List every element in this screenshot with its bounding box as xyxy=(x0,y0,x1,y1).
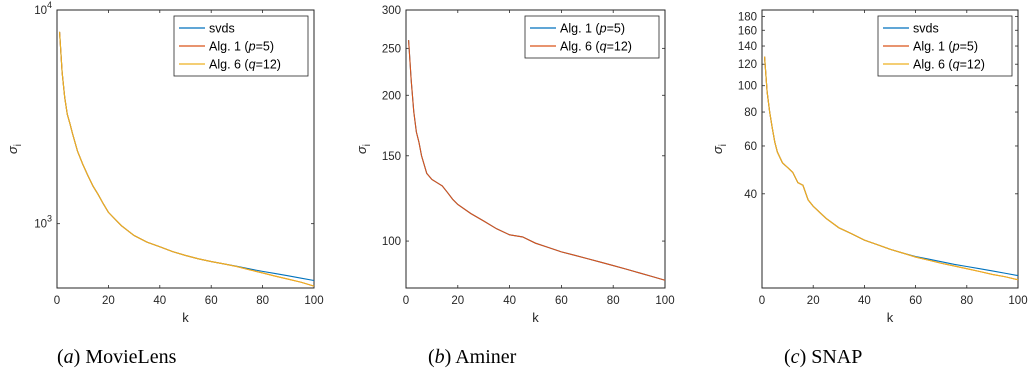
y-tick-label: 300 xyxy=(382,5,401,17)
legend-box xyxy=(524,15,660,59)
x-tick-label: 100 xyxy=(1008,295,1027,307)
x-tick-label: 100 xyxy=(655,295,674,307)
x-tick-label: 60 xyxy=(555,295,568,307)
x-tick-label: 60 xyxy=(205,295,218,307)
x-tick-label: 80 xyxy=(607,295,620,307)
y-tick-label: 150 xyxy=(382,151,401,163)
legend-label: Alg. 6 (q=12) xyxy=(560,40,632,54)
y-tick-label: 180 xyxy=(738,11,757,23)
legend-label: Alg. 1 (p=5) xyxy=(560,22,625,36)
plot-area-frame xyxy=(56,9,315,289)
x-tick-label: 100 xyxy=(304,295,323,307)
plot-area-frame xyxy=(761,9,1019,289)
y-axis-title: σi xyxy=(5,144,24,154)
panel-1: 0 20 40 60 80 100 103 104 k σi svds Alg. 1 (p=5) Alg… xyxy=(5,0,324,368)
legend-label: Alg. 1 (p=5) xyxy=(913,40,978,54)
y-tick-label: 160 xyxy=(738,25,757,37)
x-tick-label: 40 xyxy=(858,295,871,307)
y-tick-label: 100 xyxy=(382,236,401,248)
y-tick-label: 40 xyxy=(744,189,757,201)
panel-3: 0 20 40 60 80 100 40 60 80 100 120 140 160 180 k σi svds… xyxy=(710,9,1028,368)
series-line-1 xyxy=(764,56,1019,277)
x-tick-label: 20 xyxy=(807,295,820,307)
legend: svds Alg. 1 (p=5) Alg. 6 (q=12) xyxy=(877,15,1013,77)
y-tick-label: 104 xyxy=(34,0,52,17)
legend-label: svds xyxy=(913,22,939,36)
series-line-2 xyxy=(764,56,1019,281)
series-line-3 xyxy=(59,31,315,287)
series-line-3 xyxy=(764,56,1019,281)
x-axis-title: k xyxy=(887,310,894,325)
x-tick-label: 80 xyxy=(960,295,973,307)
legend-label: Alg. 1 (p=5) xyxy=(209,40,274,54)
y-axis-title: σi xyxy=(710,144,729,154)
x-tick-label: 60 xyxy=(909,295,922,307)
panel-caption: (a) MovieLens xyxy=(57,346,177,368)
plot-area-frame xyxy=(405,9,666,289)
x-tick-label: 80 xyxy=(256,295,269,307)
legend-label: svds xyxy=(209,22,235,36)
legend: Alg. 1 (p=5) Alg. 6 (q=12) xyxy=(524,15,660,59)
panel-caption: (b) Aminer xyxy=(428,346,517,368)
y-tick-label: 103 xyxy=(34,214,52,231)
x-tick-label: 0 xyxy=(759,295,765,307)
x-axis-title: k xyxy=(182,310,189,325)
panel-caption: (c) SNAP xyxy=(784,346,862,368)
legend: svds Alg. 1 (p=5) Alg. 6 (q=12) xyxy=(173,15,309,77)
x-tick-label: 40 xyxy=(153,295,166,307)
x-tick-label: 0 xyxy=(403,295,409,307)
y-tick-label: 250 xyxy=(382,43,401,55)
y-tick-label: 60 xyxy=(744,141,757,153)
x-tick-label: 0 xyxy=(54,295,60,307)
y-tick-label: 140 xyxy=(738,41,757,53)
y-axis-title: σi xyxy=(354,144,373,154)
panel-2: 0 20 40 60 80 100 100 150 200 250 300 k σi Alg. 1 (p=… xyxy=(354,5,675,368)
x-axis-title: k xyxy=(532,310,539,325)
y-tick-label: 200 xyxy=(382,90,401,102)
series-line-2 xyxy=(408,40,666,281)
series-line-1 xyxy=(408,40,666,281)
y-tick-label: 120 xyxy=(738,59,757,71)
x-tick-label: 20 xyxy=(102,295,115,307)
x-tick-label: 40 xyxy=(503,295,516,307)
legend-label: Alg. 6 (q=12) xyxy=(913,58,985,72)
x-tick-label: 20 xyxy=(451,295,464,307)
legend-label: Alg. 6 (q=12) xyxy=(209,58,281,72)
y-tick-label: 100 xyxy=(738,81,757,93)
y-tick-label: 80 xyxy=(744,107,757,119)
